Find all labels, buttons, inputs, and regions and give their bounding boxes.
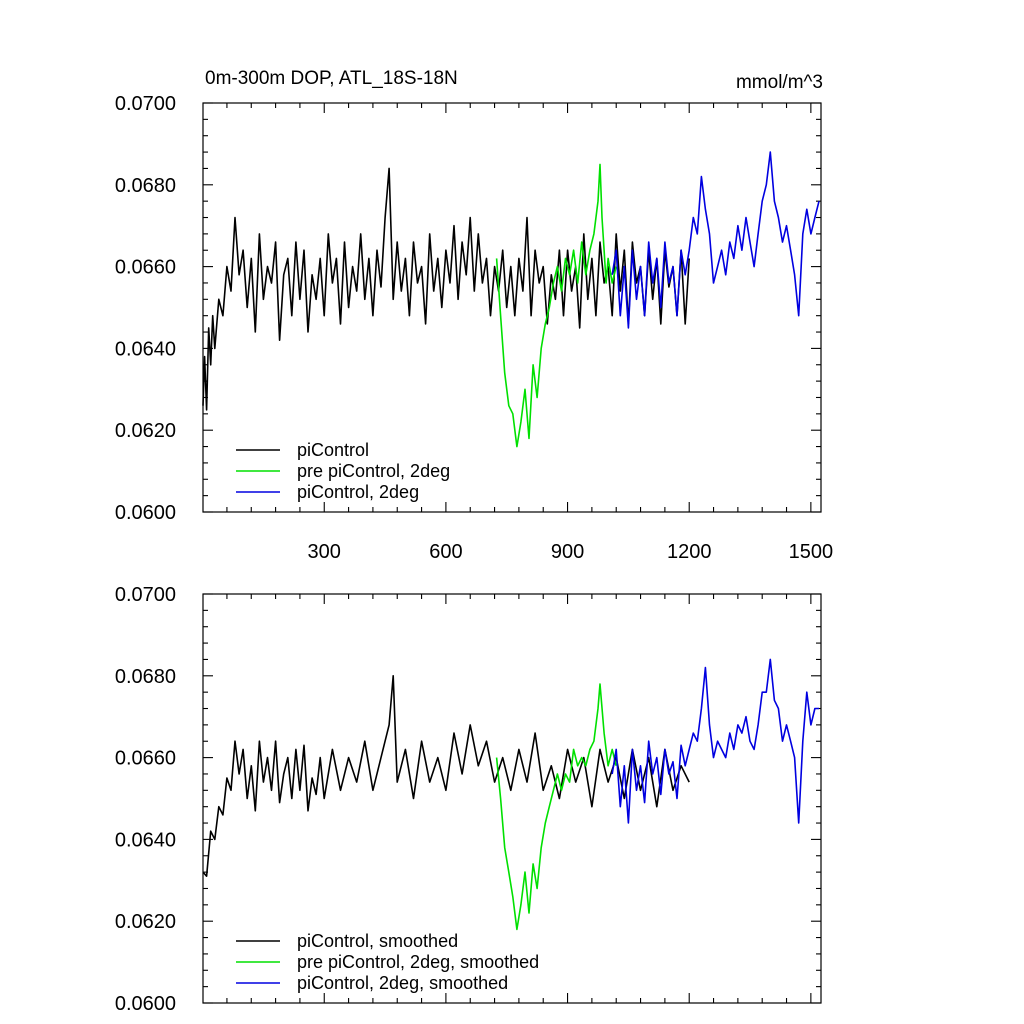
series-line xyxy=(611,658,819,824)
y-tick-label: 0.0700 xyxy=(115,93,176,115)
legend-label: piControl, smoothed xyxy=(297,931,458,951)
x-tick-label: 300 xyxy=(308,541,341,563)
legend-label: pre piControl, 2deg, smoothed xyxy=(297,952,539,972)
plot-frame xyxy=(202,102,822,513)
y-tick-label: 0.0600 xyxy=(115,502,176,524)
y-tick-label: 0.0660 xyxy=(115,257,176,279)
x-tick-label: 1500 xyxy=(789,541,834,563)
legend-label: pre piControl, 2deg xyxy=(297,461,450,481)
y-tick-label: 0.0680 xyxy=(115,175,176,197)
plot-frame xyxy=(202,593,822,1004)
series-line xyxy=(495,163,617,448)
x-tick-label: 900 xyxy=(551,541,584,563)
chart-title: 0m-300m DOP, ATL_18S-18N xyxy=(205,68,458,89)
y-tick-label: 0.0660 xyxy=(115,748,176,770)
y-tick-label: 0.0640 xyxy=(115,338,176,360)
series-line xyxy=(495,683,617,931)
y-tick-label: 0.0600 xyxy=(115,993,176,1015)
legend-label: piControl xyxy=(297,440,369,460)
y-tick-label: 0.0640 xyxy=(115,829,176,851)
y-tick-label: 0.0620 xyxy=(115,420,176,442)
top-panel: 0.0600 0.0620 0.0640 0.0660 0.0680 0.0700 300 6… xyxy=(115,68,833,563)
legend-label: piControl, 2deg, smoothed xyxy=(297,973,508,993)
x-tick-label: 1200 xyxy=(667,541,712,563)
bottom-panel: 0.0600 0.0620 0.0640 0.0660 0.0680 0.0700 piCo… xyxy=(115,584,822,1015)
legend-label: piControl, 2deg xyxy=(297,482,419,502)
y-tick-label: 0.0700 xyxy=(115,584,176,606)
chart-units: mmol/m^3 xyxy=(736,72,823,93)
y-tick-label: 0.0620 xyxy=(115,911,176,933)
series-line xyxy=(611,151,820,329)
series-line xyxy=(202,674,690,878)
series-line xyxy=(202,167,690,411)
y-tick-label: 0.0680 xyxy=(115,666,176,688)
x-tick-label: 600 xyxy=(429,541,462,563)
